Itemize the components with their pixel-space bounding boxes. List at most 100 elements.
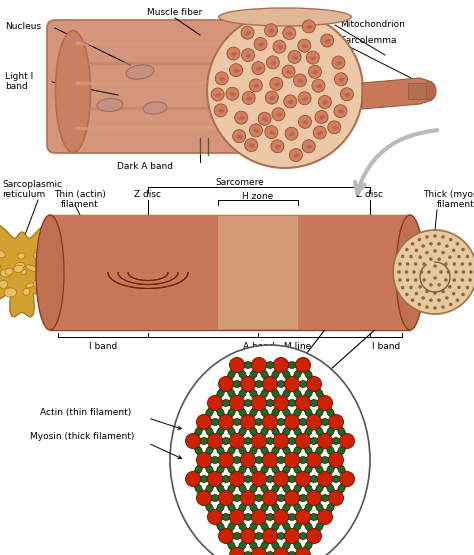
Ellipse shape bbox=[215, 93, 221, 97]
Circle shape bbox=[197, 415, 211, 430]
Ellipse shape bbox=[326, 482, 335, 495]
Ellipse shape bbox=[318, 495, 332, 501]
Ellipse shape bbox=[271, 482, 280, 495]
Circle shape bbox=[441, 305, 445, 309]
Circle shape bbox=[261, 409, 268, 416]
Ellipse shape bbox=[260, 406, 269, 419]
Ellipse shape bbox=[249, 520, 258, 533]
Circle shape bbox=[277, 381, 284, 387]
Ellipse shape bbox=[26, 265, 37, 271]
Ellipse shape bbox=[249, 501, 258, 514]
Ellipse shape bbox=[216, 406, 225, 419]
Ellipse shape bbox=[194, 444, 203, 457]
Ellipse shape bbox=[194, 425, 203, 438]
Ellipse shape bbox=[338, 110, 344, 114]
Ellipse shape bbox=[216, 501, 225, 514]
Ellipse shape bbox=[252, 457, 266, 463]
Ellipse shape bbox=[271, 539, 280, 552]
Circle shape bbox=[425, 305, 429, 309]
Circle shape bbox=[310, 513, 318, 521]
Circle shape bbox=[411, 242, 414, 246]
Text: Muscle fiber: Muscle fiber bbox=[147, 8, 202, 17]
Ellipse shape bbox=[227, 425, 236, 438]
Ellipse shape bbox=[269, 29, 274, 33]
Ellipse shape bbox=[315, 425, 324, 438]
Ellipse shape bbox=[302, 44, 308, 48]
Circle shape bbox=[300, 532, 307, 539]
Circle shape bbox=[406, 262, 410, 266]
Ellipse shape bbox=[274, 457, 288, 463]
Circle shape bbox=[195, 466, 202, 473]
Circle shape bbox=[261, 428, 268, 435]
Ellipse shape bbox=[227, 482, 236, 495]
Ellipse shape bbox=[260, 501, 269, 514]
Circle shape bbox=[228, 542, 235, 549]
Ellipse shape bbox=[315, 501, 324, 514]
Ellipse shape bbox=[227, 406, 236, 419]
Circle shape bbox=[266, 56, 279, 69]
Ellipse shape bbox=[307, 400, 321, 406]
Ellipse shape bbox=[249, 368, 258, 381]
Circle shape bbox=[456, 299, 459, 302]
Ellipse shape bbox=[293, 520, 302, 533]
Ellipse shape bbox=[39, 277, 45, 283]
Circle shape bbox=[234, 381, 240, 387]
Ellipse shape bbox=[322, 100, 328, 104]
Circle shape bbox=[228, 504, 235, 511]
Ellipse shape bbox=[249, 406, 258, 419]
Ellipse shape bbox=[263, 438, 277, 444]
Ellipse shape bbox=[262, 117, 268, 121]
Ellipse shape bbox=[260, 368, 269, 381]
Circle shape bbox=[261, 447, 268, 454]
Ellipse shape bbox=[337, 444, 346, 457]
Circle shape bbox=[433, 291, 437, 295]
Circle shape bbox=[327, 447, 334, 454]
Ellipse shape bbox=[263, 476, 277, 482]
Circle shape bbox=[239, 485, 246, 492]
Ellipse shape bbox=[326, 444, 335, 457]
Circle shape bbox=[294, 428, 301, 435]
Ellipse shape bbox=[282, 444, 291, 457]
Circle shape bbox=[254, 37, 267, 51]
Ellipse shape bbox=[326, 463, 335, 476]
Circle shape bbox=[285, 127, 298, 140]
Ellipse shape bbox=[238, 482, 247, 495]
Circle shape bbox=[272, 447, 279, 454]
Ellipse shape bbox=[315, 387, 324, 400]
Circle shape bbox=[295, 547, 310, 555]
Ellipse shape bbox=[15, 263, 25, 269]
Ellipse shape bbox=[238, 482, 247, 495]
Ellipse shape bbox=[337, 444, 346, 457]
Ellipse shape bbox=[304, 406, 313, 419]
Ellipse shape bbox=[230, 92, 236, 96]
Circle shape bbox=[219, 491, 234, 506]
Circle shape bbox=[414, 278, 418, 282]
Ellipse shape bbox=[304, 539, 313, 552]
Ellipse shape bbox=[241, 362, 255, 368]
Bar bbox=[218, 216, 298, 329]
Ellipse shape bbox=[208, 457, 222, 463]
Ellipse shape bbox=[219, 438, 233, 444]
Circle shape bbox=[227, 47, 240, 60]
Ellipse shape bbox=[0, 269, 11, 277]
Ellipse shape bbox=[249, 539, 258, 552]
Ellipse shape bbox=[337, 463, 346, 476]
Circle shape bbox=[439, 270, 443, 274]
Circle shape bbox=[240, 452, 255, 467]
Circle shape bbox=[310, 400, 318, 406]
Ellipse shape bbox=[219, 514, 233, 520]
Ellipse shape bbox=[271, 501, 280, 514]
Ellipse shape bbox=[252, 533, 266, 539]
Ellipse shape bbox=[205, 444, 214, 457]
Circle shape bbox=[433, 264, 437, 268]
Ellipse shape bbox=[304, 520, 313, 533]
Circle shape bbox=[452, 292, 456, 295]
Circle shape bbox=[261, 466, 268, 473]
Ellipse shape bbox=[285, 552, 299, 555]
Ellipse shape bbox=[249, 463, 258, 476]
Circle shape bbox=[284, 376, 300, 391]
Ellipse shape bbox=[260, 463, 269, 476]
Ellipse shape bbox=[252, 495, 266, 501]
Circle shape bbox=[433, 249, 437, 253]
Circle shape bbox=[445, 244, 448, 248]
